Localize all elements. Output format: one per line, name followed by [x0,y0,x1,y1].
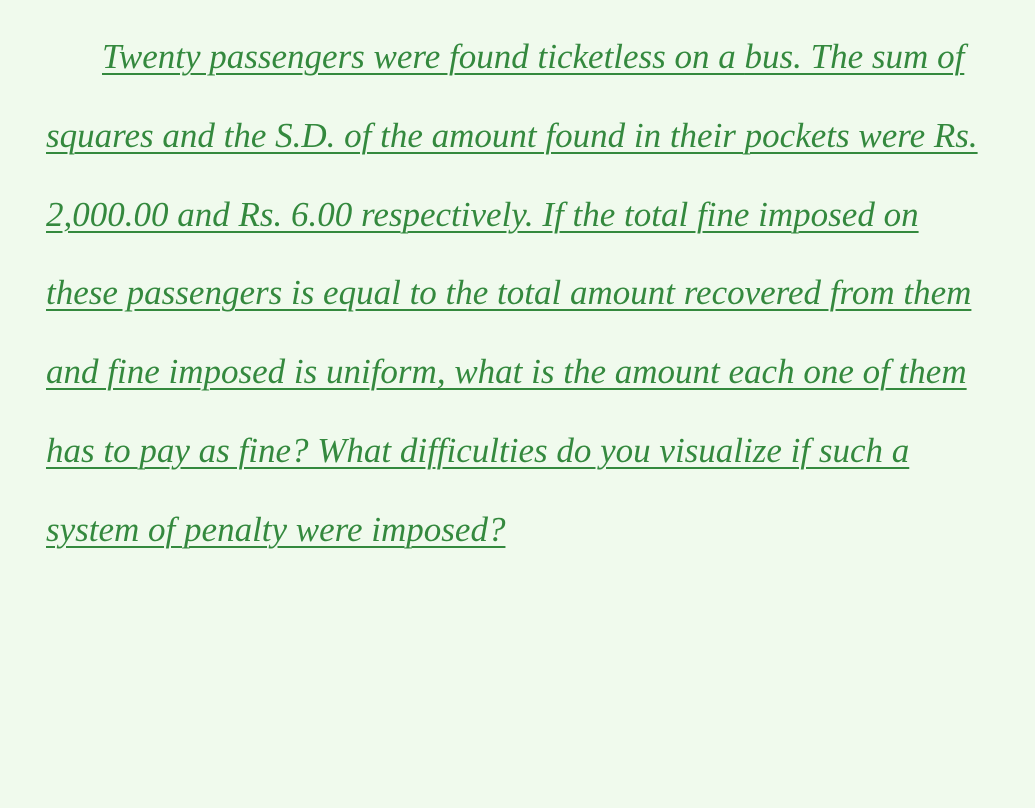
question-body: bus. The sum of squares and the S.D. of … [46,37,978,549]
question-first-line: Twenty passengers were found ticketless … [102,37,745,76]
question-container: Twenty passengers were found ticketless … [0,0,1035,587]
question-text: Twenty passengers were found ticketless … [46,37,978,549]
